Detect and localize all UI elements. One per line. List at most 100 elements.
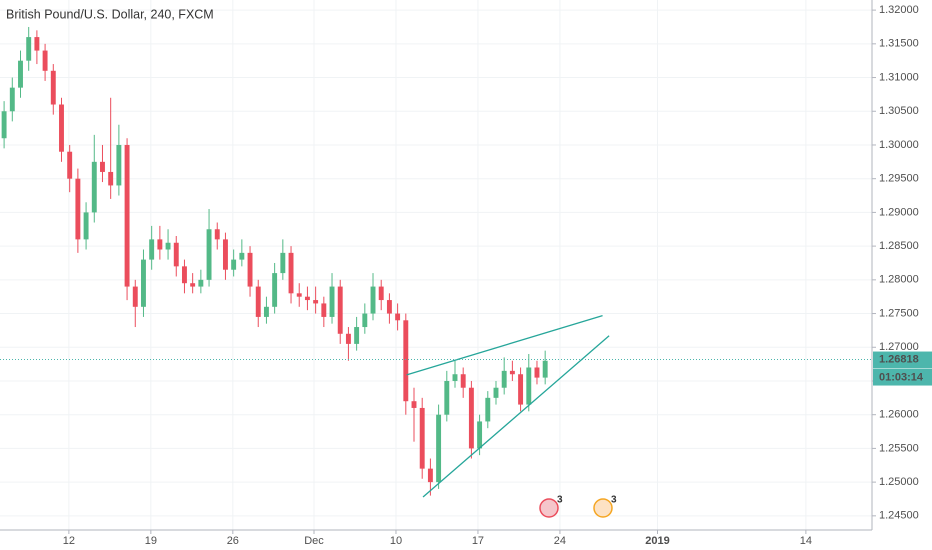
- last-price-label: 1.26818: [879, 353, 919, 365]
- x-tick-label: 2019: [645, 535, 669, 547]
- candle-body: [280, 252, 286, 274]
- x-tick-label: 24: [554, 535, 566, 547]
- candle-body: [378, 286, 384, 301]
- candle-body: [67, 151, 73, 179]
- candle-body: [214, 229, 220, 240]
- candle-body: [272, 273, 278, 307]
- candle-body: [239, 252, 245, 260]
- candle-body: [436, 414, 442, 483]
- candle-body: [370, 286, 376, 314]
- candle-body: [509, 370, 515, 375]
- candle-body: [42, 50, 48, 71]
- candle-body: [157, 239, 163, 250]
- y-tick-label: 1.29500: [879, 173, 919, 185]
- candle-body: [501, 370, 507, 388]
- x-tick-label: 10: [390, 535, 402, 547]
- x-tick-label: 14: [800, 535, 812, 547]
- axes: 1.245001.250001.255001.260001.265001.270…: [63, 4, 932, 547]
- candle-body: [296, 293, 302, 297]
- candle-body: [386, 300, 392, 314]
- candle-body: [477, 421, 483, 449]
- candle-body: [34, 37, 40, 51]
- x-tick-label: Dec: [304, 535, 324, 547]
- candle-body: [75, 178, 81, 240]
- y-tick-label: 1.31000: [879, 71, 919, 83]
- y-tick-label: 1.25500: [879, 442, 919, 454]
- y-tick-label: 1.30000: [879, 139, 919, 151]
- overlay: [0, 314, 872, 498]
- trendline: [406, 314, 603, 376]
- candle-body: [419, 407, 425, 469]
- candle-body: [362, 313, 368, 328]
- candles: [1, 26, 548, 496]
- event-badge: 3: [593, 495, 617, 518]
- y-tick-label: 1.28000: [879, 274, 919, 286]
- candle-body: [427, 468, 433, 483]
- candle-body: [231, 259, 237, 270]
- candle-body: [18, 60, 23, 88]
- trendline: [422, 335, 610, 498]
- candle-body: [468, 387, 474, 449]
- candle-body: [91, 161, 97, 213]
- candle-body: [173, 242, 179, 267]
- candle-body: [124, 144, 130, 287]
- candle-body: [26, 37, 32, 61]
- candle-body: [165, 242, 171, 250]
- candle-body: [59, 104, 64, 152]
- candle-body: [206, 229, 212, 280]
- y-tick-label: 1.29000: [879, 206, 919, 218]
- event-count: 3: [611, 495, 617, 506]
- grid: [0, 0, 872, 530]
- candle-body: [141, 259, 146, 307]
- candle-body: [198, 279, 204, 287]
- candle-body: [485, 397, 491, 422]
- candle-body: [329, 286, 335, 317]
- candle-body: [304, 296, 310, 301]
- candle-body: [411, 401, 417, 408]
- candle-body: [1, 111, 7, 139]
- candle-body: [526, 367, 532, 405]
- y-tick-label: 1.27500: [879, 307, 919, 319]
- x-tick-label: 19: [145, 535, 157, 547]
- event-badge: 3: [539, 495, 563, 518]
- y-tick-label: 1.26000: [879, 409, 919, 421]
- event-icon[interactable]: [539, 498, 559, 518]
- candle-body: [493, 387, 499, 398]
- candle-body: [345, 333, 351, 344]
- candle-body: [395, 313, 401, 321]
- y-tick-label: 1.27000: [879, 341, 919, 353]
- x-tick-label: 26: [227, 535, 239, 547]
- candle-body: [181, 266, 187, 284]
- candle-body: [222, 239, 228, 270]
- candle-body: [518, 374, 524, 405]
- chart-title: British Pound/U.S. Dollar, 240, FXCM: [6, 7, 214, 21]
- candle-body: [313, 300, 319, 304]
- candle-body: [255, 286, 261, 317]
- candle-body: [354, 327, 360, 344]
- candle-body: [542, 360, 548, 378]
- candle-body: [9, 87, 15, 112]
- candle-body: [460, 374, 466, 388]
- candle-body: [116, 144, 122, 186]
- candle-body: [108, 171, 114, 186]
- candle-body: [337, 286, 343, 334]
- candle-body: [534, 367, 540, 378]
- price-axis-bg: [872, 0, 932, 550]
- candle-body: [263, 306, 269, 317]
- candle-body: [288, 252, 294, 294]
- y-tick-label: 1.31500: [879, 38, 919, 50]
- candle-body: [132, 286, 138, 307]
- y-tick-label: 1.32000: [879, 4, 919, 16]
- y-tick-label: 1.28500: [879, 240, 919, 252]
- candle-body: [321, 303, 327, 317]
- countdown-label: 01:03:14: [879, 371, 924, 383]
- candle-body: [247, 252, 253, 287]
- candle-body: [444, 380, 450, 415]
- event-icon[interactable]: [593, 498, 613, 518]
- y-tick-label: 1.24500: [879, 510, 919, 522]
- candle-body: [100, 161, 105, 172]
- candle-body: [452, 374, 458, 381]
- candle-body: [149, 239, 155, 260]
- y-tick-label: 1.25000: [879, 476, 919, 488]
- x-tick-label: 12: [63, 535, 75, 547]
